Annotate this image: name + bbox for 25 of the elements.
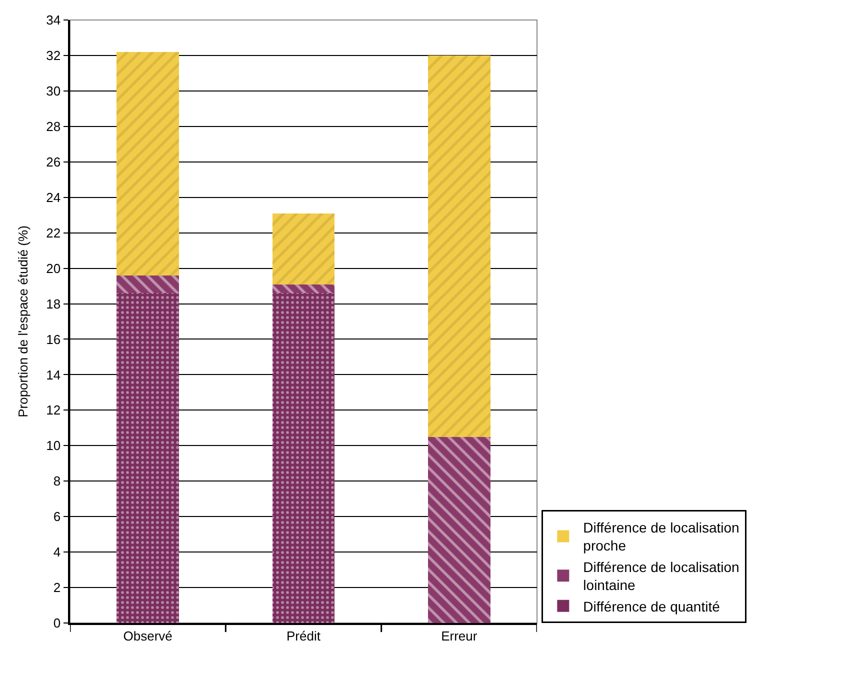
legend-label: Différence de localisation lointaine [583, 558, 740, 594]
y-tick-label: 28 [46, 118, 61, 134]
y-tick-label: 22 [46, 225, 61, 240]
y-tick-label: 18 [46, 296, 61, 312]
y-tick-label: 32 [46, 48, 61, 64]
legend-label: Différence de localisation proche [583, 520, 740, 554]
y-tick-label: 34 [46, 12, 61, 28]
x-tick-label: Erreur [441, 628, 478, 644]
y-axis-title: Proportion de l'espace étudié (%) [16, 226, 31, 418]
y-tick-label: 6 [53, 509, 61, 524]
y-tick-label: 10 [46, 438, 61, 454]
y-tick-label: 0 [53, 616, 61, 631]
y-tick-label: 2 [53, 580, 61, 596]
legend-label: Différence de quantité [583, 598, 720, 614]
y-tick-label: 20 [46, 260, 61, 276]
y-tick-label: 4 [53, 544, 61, 560]
y-tick-label: 8 [53, 474, 61, 489]
y-tick-label: 12 [46, 402, 61, 418]
y-tick-label: 14 [46, 367, 61, 382]
x-tick-label: Observé [123, 628, 172, 644]
y-tick-label: 24 [46, 190, 61, 205]
y-tick-label: 30 [46, 83, 61, 98]
y-tick-label: 26 [46, 154, 61, 170]
x-tick-label: Prédit [286, 628, 321, 644]
y-tick-label: 16 [46, 332, 61, 347]
